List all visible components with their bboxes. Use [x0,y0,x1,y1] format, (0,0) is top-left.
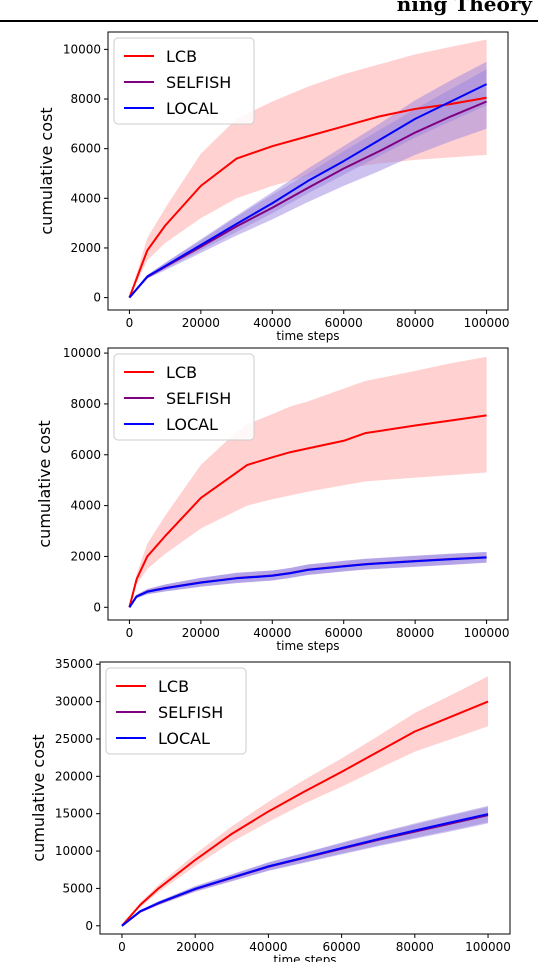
band-local [129,552,487,608]
page-header: ning Theory [0,0,538,22]
x-tick-label: 40000 [253,316,291,330]
plot-frame [99,661,511,935]
x-tick-label: 100000 [464,316,510,330]
plot-frame [107,31,509,311]
legend-label-local: LOCAL [158,729,210,748]
y-tick-label: 25000 [55,732,93,746]
y-tick-label: 4000 [70,191,101,205]
x-tick-label: 0 [126,626,134,640]
band-lcb [121,676,489,926]
series-line-local [128,556,487,608]
band-local [121,805,489,926]
legend-label-selfish: SELFISH [166,73,231,92]
x-tick-label: 40000 [253,626,291,640]
x-tick-label: 60000 [325,316,363,330]
y-axis-title: cumulative cost [35,420,54,547]
x-tick-label: 80000 [396,940,434,954]
x-tick-label: 20000 [176,940,214,954]
y-tick-label: 4000 [70,499,101,513]
y-tick-label: 2000 [70,241,101,255]
band-lcb [129,356,487,608]
header-rule [0,20,538,22]
legend-box [113,353,255,441]
legend-label-lcb: LCB [166,363,197,382]
y-tick-label: 8000 [70,397,101,411]
x-axis-title: time steps [273,953,336,962]
y-tick-label: 0 [93,291,101,305]
y-tick-label: 6000 [70,142,101,156]
y-tick-label: 30000 [55,695,93,709]
y-tick-label: 5000 [62,881,93,895]
x-tick-label: 100000 [465,940,511,954]
x-tick-label: 40000 [249,940,287,954]
band-local [129,61,487,298]
chart-middle: 0 20000 40000 60000 80000 100000 0 2000 4000 6000… [35,346,510,653]
legend: LCB SELFISH LOCAL [113,353,255,441]
legend-label-local: LOCAL [166,99,218,118]
legend-box [105,667,247,755]
x-tick-label: 60000 [323,940,361,954]
legend-label-local: LOCAL [166,415,218,434]
series-line-lcb [128,414,487,608]
series-line-local [121,813,489,927]
chart-top: 0 20000 40000 60000 80000 100000 0 2000 4000 6000… [37,31,510,343]
x-tick-label: 20000 [182,316,220,330]
plot-frame [107,347,509,621]
series-line-lcb [128,96,487,298]
x-axis-title: time steps [276,639,339,653]
x-tick-label: 80000 [396,316,434,330]
series-line-lcb [121,700,489,927]
x-axis-title: time steps [276,329,339,343]
chart-bottom: 0 20000 40000 60000 80000 100000 0 5000 10000 150… [29,657,511,962]
legend-label-selfish: SELFISH [158,703,223,722]
x-tick-label: 20000 [182,626,220,640]
x-tick-label: 100000 [464,626,510,640]
y-tick-label: 0 [85,919,93,933]
legend-box [113,37,255,125]
legend-label-selfish: SELFISH [166,389,231,408]
x-tick-label: 80000 [396,626,434,640]
legend-label-lcb: LCB [166,47,197,66]
series-line-local [128,83,488,299]
y-tick-label: 10000 [55,844,93,858]
y-tick-label: 0 [93,600,101,614]
header-title-fragment: ning Theory [396,0,532,16]
x-tick-label: 0 [118,940,126,954]
legend: LCB SELFISH LOCAL [105,667,247,755]
y-tick-label: 10000 [63,42,101,56]
legend: LCB SELFISH LOCAL [113,37,255,125]
y-tick-label: 35000 [55,657,93,671]
y-tick-label: 2000 [70,549,101,563]
y-tick-label: 8000 [70,92,101,106]
y-tick-label: 10000 [63,346,101,360]
x-tick-label: 60000 [325,626,363,640]
x-tick-label: 0 [126,316,134,330]
y-axis-title: cumulative cost [37,107,56,234]
y-tick-label: 20000 [55,769,93,783]
y-axis-title: cumulative cost [29,734,48,861]
y-tick-label: 6000 [70,448,101,462]
y-tick-label: 15000 [55,807,93,821]
legend-label-lcb: LCB [158,677,189,696]
